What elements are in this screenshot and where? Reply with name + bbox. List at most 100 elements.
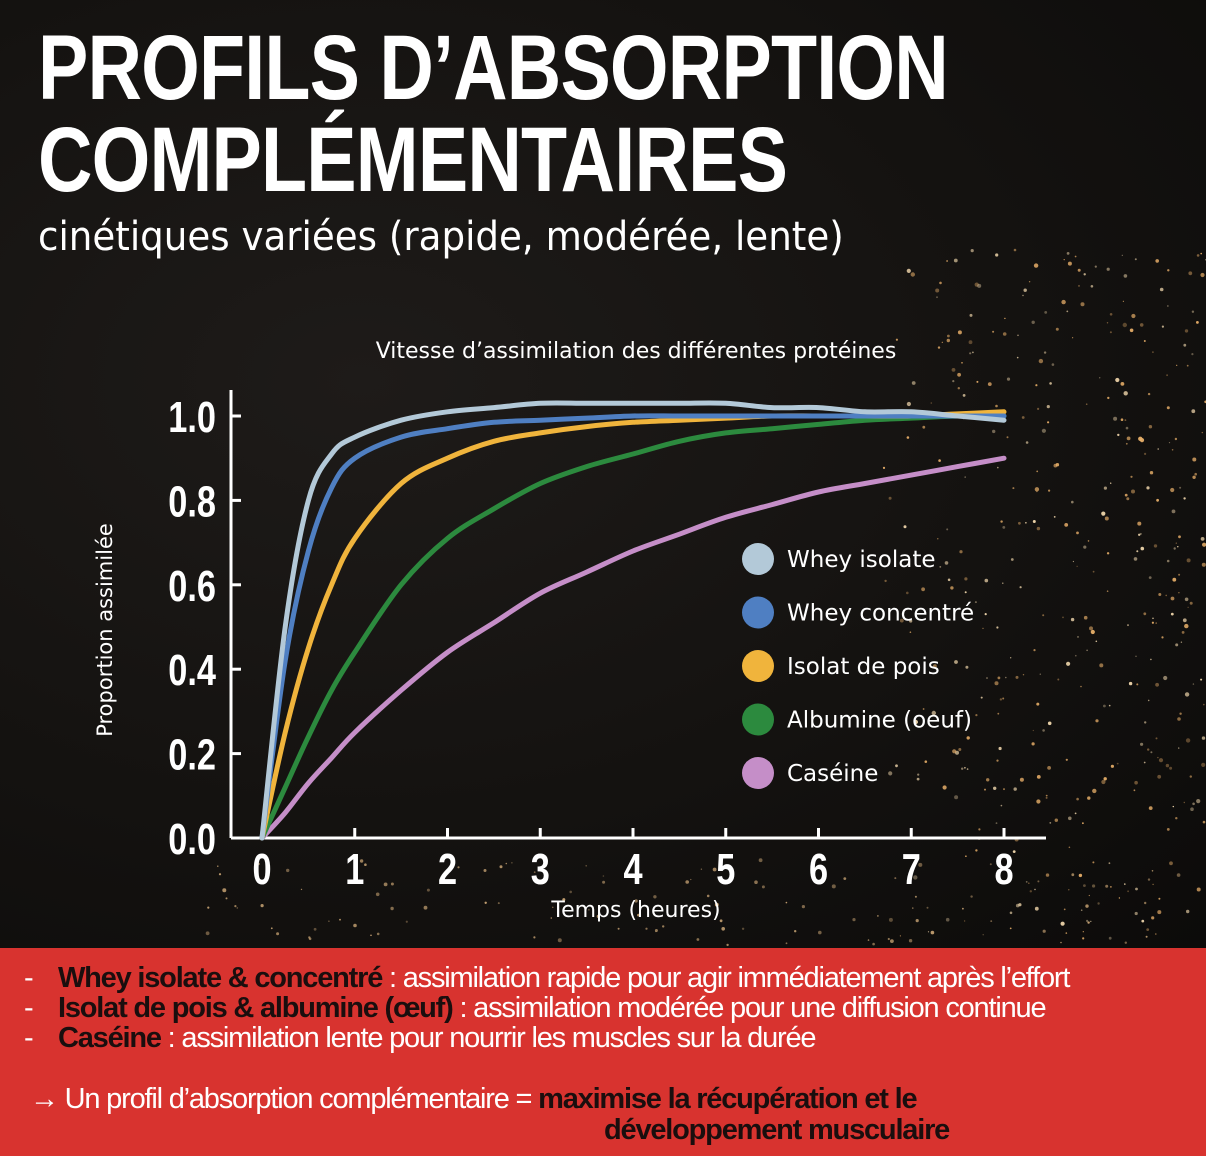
sparkle [1025, 441, 1029, 444]
sparkle [969, 313, 973, 317]
sparkle [557, 938, 562, 943]
sparkle [1003, 788, 1005, 791]
sparkle [1002, 582, 1004, 584]
sparkle [1144, 452, 1147, 455]
sparkle [585, 865, 587, 867]
sparkle [602, 875, 605, 877]
sparkle [617, 927, 620, 930]
sparkle [1000, 804, 1003, 807]
sparkle [1186, 558, 1191, 563]
sparkle [562, 898, 566, 902]
sparkle [1189, 775, 1193, 778]
sparkle [1061, 299, 1066, 305]
sparkle [974, 282, 979, 287]
sparkle [1178, 535, 1181, 539]
sparkle [339, 918, 341, 921]
sparkle [1042, 929, 1046, 933]
sparkle [1166, 374, 1168, 377]
sparkle [1201, 431, 1204, 434]
sparkle [982, 934, 984, 936]
sparkle [1062, 616, 1064, 619]
sparkle [916, 777, 920, 781]
conclusion-bold-2: développement musculaire [604, 1114, 950, 1146]
sparkle [1150, 751, 1153, 754]
sparkle [963, 920, 966, 922]
sparkle [935, 288, 940, 293]
sparkle [997, 712, 1000, 715]
sparkle [914, 895, 917, 898]
sparkle [1126, 436, 1131, 441]
sparkle [1016, 356, 1019, 359]
sparkle [1200, 252, 1202, 255]
sparkle [1120, 382, 1125, 386]
sparkle [550, 917, 553, 919]
sparkle [1190, 807, 1194, 811]
sparkle [992, 330, 995, 333]
legend-marker [742, 757, 774, 789]
sparkle [965, 855, 967, 857]
sparkle [910, 272, 915, 277]
sparkle [1186, 364, 1189, 367]
sparkle [1090, 629, 1095, 635]
sparkle [1144, 901, 1147, 905]
sparkle [1170, 596, 1175, 601]
sparkle [1128, 681, 1133, 686]
sparkle [569, 890, 572, 894]
sparkle [390, 906, 394, 911]
legend-label: Isolat de pois [787, 654, 940, 680]
sparkle [218, 873, 222, 876]
sparkle [1032, 729, 1034, 732]
sparkle [596, 914, 600, 919]
y-tick-label: 0.2 [168, 731, 216, 780]
sparkle [1139, 323, 1144, 327]
x-tick-label: 4 [623, 845, 642, 894]
legend-marker [742, 703, 774, 736]
sparkle [1053, 516, 1056, 518]
sparkle [996, 626, 999, 629]
sparkle [843, 877, 847, 880]
sparkle [1010, 657, 1012, 659]
sparkle [1155, 259, 1159, 263]
sparkle [1088, 894, 1090, 897]
sparkle [1134, 911, 1138, 916]
sparkle [906, 268, 911, 273]
sparkle [1135, 655, 1137, 657]
sparkle [1036, 775, 1041, 779]
x-tick-label: 6 [809, 845, 828, 894]
sparkle [1064, 523, 1069, 527]
sparkle [906, 591, 909, 595]
sparkle [995, 253, 999, 257]
sparkle [1092, 861, 1095, 864]
sparkle [1078, 873, 1083, 878]
x-tick-label: 1 [345, 845, 364, 894]
sparkle [1124, 493, 1128, 497]
sparkle [1005, 676, 1007, 679]
summary-slow-bold: Caséine [58, 1022, 162, 1054]
sparkle [712, 867, 717, 872]
sparkle [1028, 281, 1031, 283]
sparkle [1082, 931, 1084, 933]
sparkle [926, 906, 929, 909]
sparkle [912, 907, 914, 909]
sparkle [954, 660, 958, 664]
sparkle [1161, 325, 1164, 328]
sparkle [1106, 267, 1110, 271]
sparkle [370, 934, 372, 937]
sparkle [984, 578, 989, 583]
sparkle [426, 888, 430, 892]
sparkle [1072, 560, 1074, 563]
title-line-1: PROFILS D’ABSORPTION [38, 17, 949, 119]
sparkle [882, 466, 886, 469]
sparkle [992, 429, 996, 434]
sparkle [1066, 661, 1071, 666]
sparkle [714, 902, 719, 907]
sparkle [1055, 463, 1060, 467]
sparkle [484, 901, 487, 904]
sparkle [1124, 941, 1128, 944]
x-tick-label: 0 [252, 845, 271, 894]
sparkle [1094, 265, 1097, 268]
sparkle [1078, 284, 1080, 287]
sparkle [1049, 822, 1052, 824]
sparkle [1101, 779, 1106, 785]
sparkle [1171, 449, 1174, 451]
